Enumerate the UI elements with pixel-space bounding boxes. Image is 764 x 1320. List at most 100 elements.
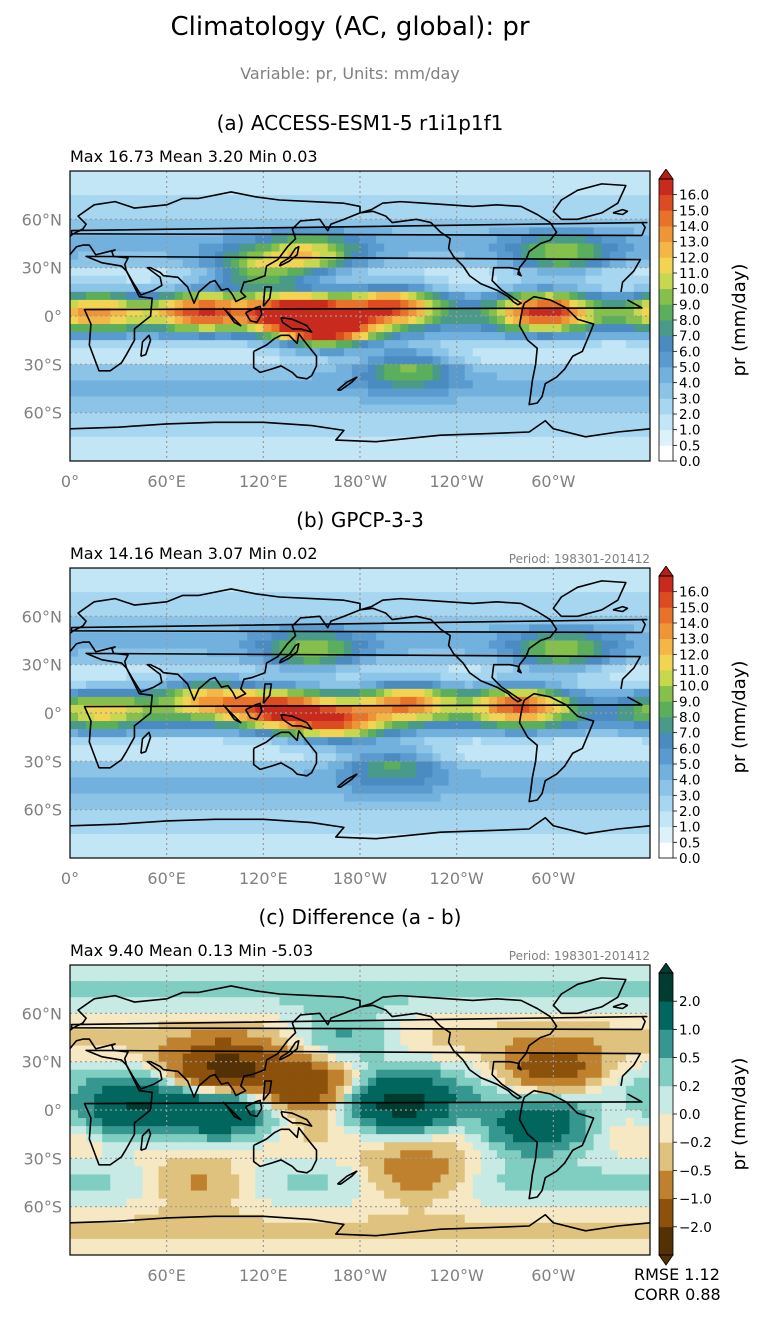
field-cell <box>311 404 321 414</box>
field-cell <box>255 235 264 245</box>
field-cell <box>609 568 619 577</box>
field-cell <box>376 745 385 754</box>
field-cell <box>641 696 650 706</box>
field-cell <box>641 251 650 261</box>
field-cell <box>505 608 514 617</box>
field-cell <box>247 171 256 180</box>
field-cell <box>206 316 216 325</box>
field-cell <box>239 291 248 301</box>
field-cell <box>384 259 393 269</box>
field-cell <box>206 275 216 285</box>
field-cell <box>319 624 329 634</box>
field-cell <box>537 600 546 609</box>
field-cell <box>215 324 224 333</box>
field-cell <box>577 672 587 682</box>
field-cell <box>215 785 224 795</box>
field-cell <box>94 632 103 642</box>
field-cell <box>440 243 450 253</box>
field-cell <box>448 576 458 585</box>
field-cell <box>440 412 450 422</box>
field-cell <box>456 396 466 406</box>
field-cell <box>432 745 442 754</box>
field-cell <box>134 364 144 373</box>
field-cell <box>464 777 474 787</box>
field-cell <box>223 568 232 577</box>
field-cell <box>78 452 87 461</box>
field-cell <box>247 656 256 666</box>
field-cell <box>384 696 393 706</box>
field-cell <box>142 307 152 317</box>
field-cell <box>231 283 240 293</box>
field-cell <box>392 745 401 754</box>
field-cell <box>472 745 482 754</box>
field-cell <box>505 275 514 285</box>
field-cell <box>142 340 152 349</box>
field-cell <box>198 348 208 357</box>
field-cell <box>126 825 136 835</box>
field-cell <box>94 380 103 390</box>
field-cell <box>416 688 426 698</box>
field-cell <box>376 275 385 285</box>
field-cell <box>327 364 337 373</box>
field-cell <box>464 680 474 690</box>
field-cell <box>496 340 506 349</box>
field-cell <box>569 243 579 253</box>
field-cell <box>593 259 603 269</box>
field-cell <box>303 769 313 779</box>
field-cell <box>295 412 305 422</box>
field-cell <box>641 721 650 730</box>
field-cell <box>537 713 546 722</box>
field-cell <box>255 801 264 811</box>
field-cell <box>440 584 450 593</box>
field-cell <box>384 600 393 609</box>
field-cell <box>360 372 369 382</box>
field-cell <box>247 203 256 212</box>
field-cell <box>166 396 176 406</box>
field-cell <box>231 251 240 261</box>
field-cell <box>448 340 458 349</box>
coastline <box>252 332 318 380</box>
field-cell <box>150 283 160 293</box>
field-cell <box>174 283 184 293</box>
field-cell <box>440 616 450 625</box>
field-cell <box>496 632 506 642</box>
field-cell <box>351 243 361 253</box>
field-cell <box>206 600 216 609</box>
field-cell <box>545 428 554 438</box>
field-cell <box>545 648 554 658</box>
field-cell <box>86 219 95 228</box>
field-cell <box>601 664 611 674</box>
field-cell <box>206 299 216 309</box>
field-cell <box>94 825 103 835</box>
colorbar-tick-label: 8.0 <box>679 313 700 329</box>
field-cell <box>617 672 627 682</box>
field-cell <box>70 340 79 349</box>
field-cell <box>456 372 466 382</box>
field-cell <box>150 388 160 398</box>
field-cell <box>78 696 87 706</box>
field-cell <box>198 404 208 414</box>
field-cell <box>368 809 377 819</box>
field-cell <box>617 656 627 666</box>
field-cell <box>537 299 546 309</box>
field-cell <box>376 592 385 601</box>
field-cell <box>456 227 466 237</box>
field-cell <box>319 356 329 365</box>
field-cell <box>255 616 264 625</box>
field-cell <box>182 785 192 795</box>
field-cell <box>561 452 571 461</box>
field-cell <box>86 187 95 196</box>
field-cell <box>633 412 643 422</box>
field-cell <box>271 340 281 349</box>
field-cell <box>335 817 345 827</box>
field-cell <box>440 729 450 738</box>
field-cell <box>424 275 434 285</box>
field-cell <box>569 291 579 301</box>
field-cell <box>263 721 272 730</box>
field-cell <box>593 235 603 245</box>
field-cell <box>94 396 103 406</box>
field-cell <box>182 195 192 204</box>
field-cell <box>424 801 434 811</box>
field-cell <box>513 761 522 770</box>
field-cell <box>376 656 385 666</box>
